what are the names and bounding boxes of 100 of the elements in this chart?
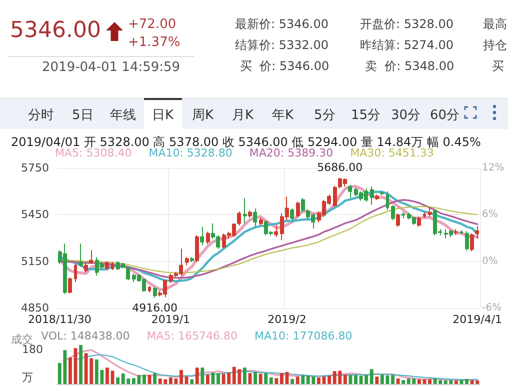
y-tick-label: 5450 [21,208,49,222]
annotation: 5686.00 [317,160,363,174]
bar [301,375,305,384]
candlestick [333,185,337,208]
candlestick [237,211,241,226]
x-tick-label: 2019/2 [268,313,306,326]
bar [180,370,183,384]
text: 买 价: 5346.00 [240,58,330,75]
bar [396,378,400,384]
bar [116,377,120,384]
candlestick [84,262,88,273]
bar [184,376,188,384]
text: 昨结算: 5274.00 [360,37,454,54]
text: 最高 [483,16,507,33]
bar [364,375,368,384]
bar [206,374,210,384]
bar [317,377,320,384]
bar [269,377,273,384]
candlestick [126,266,130,280]
x-tick-label: 2019/4/1 [452,313,502,326]
candlestick [475,225,479,240]
candlestick [470,232,474,252]
candlestick [370,186,374,206]
text: 30分 [391,107,421,124]
candlestick [89,250,93,264]
y2-tick-label: 0% [482,256,498,267]
candlestick [423,212,426,218]
bar [280,373,284,384]
chart-title: 成交 [11,333,33,346]
text: +1.37% [128,35,180,50]
candlestick [375,194,379,200]
bar [254,372,257,384]
candlestick [248,210,252,218]
text: MA10: 5328.80 [148,146,232,160]
text: MA30: 5451.33 [350,146,434,160]
y2-tick-label: 12% [482,162,504,174]
bar [106,368,109,384]
text: MA20: 5389.30 [249,146,334,160]
bar [370,369,374,384]
candlestick [391,204,395,221]
text: 日K [144,98,182,130]
y-tick-label: 5750 [21,162,49,174]
text: 5日 [72,107,94,124]
candlestick [74,263,77,283]
text: 持仓 [483,37,507,54]
candlestick [348,184,352,199]
candlestick [153,286,157,298]
text: 分时 [28,107,54,124]
text: +72.00 [128,17,176,32]
candlestick [417,216,421,228]
bar [168,377,172,384]
bar [153,373,157,384]
candlestick [243,198,247,224]
text: 180 [22,343,43,356]
bar [258,374,262,384]
text: MA5: 165746.80 [146,330,238,342]
text: 15分 [351,107,381,124]
chart-title: 2019/04/01 开 5328.00 高 5378.00 收 5346.00 低 5294.00 量 14.84万 幅 0.45% [11,135,481,149]
bar [354,375,358,384]
line-series [59,206,478,274]
bar [343,374,347,384]
text: MA10: 177086.80 [254,330,352,342]
bar [68,357,72,384]
candlestick [148,286,151,293]
bar [402,380,406,384]
text: 60分 [430,107,460,124]
x-tick-label: 2019/1 [151,313,190,326]
bar [417,379,421,384]
bar [328,376,332,384]
bar [454,380,458,384]
candlestick [190,256,194,263]
bar [375,376,379,384]
text: 2019-04-01 14:59:59 [42,60,180,75]
bar [296,376,300,384]
text: 5分 [314,107,336,124]
candlestick [111,262,114,270]
candlestick [401,212,405,219]
text: 买 [492,58,504,75]
bar [290,378,294,384]
bar [274,378,278,384]
text: 结算价: 5332.00 [235,37,328,54]
bar [264,373,268,384]
bar [195,368,199,384]
candlestick [428,206,432,218]
series-label: VOL: 148438.00 [41,330,130,342]
text: MA5: 5308.40 [55,146,132,160]
y2-tick-label: -6% [482,302,502,314]
bar [216,373,220,384]
y-tick-label: 4850 [21,302,49,314]
annotation: 4916.00 [132,302,178,315]
bar [428,379,432,384]
candlestick [79,243,83,268]
candlestick [185,256,189,266]
candlestick [259,217,263,226]
candlestick [380,190,384,196]
text: 开盘价: 5328.00 [360,16,454,33]
text: 万 [22,371,33,384]
candlestick [296,201,300,218]
candlestick [68,277,72,294]
candlestick [195,234,199,263]
